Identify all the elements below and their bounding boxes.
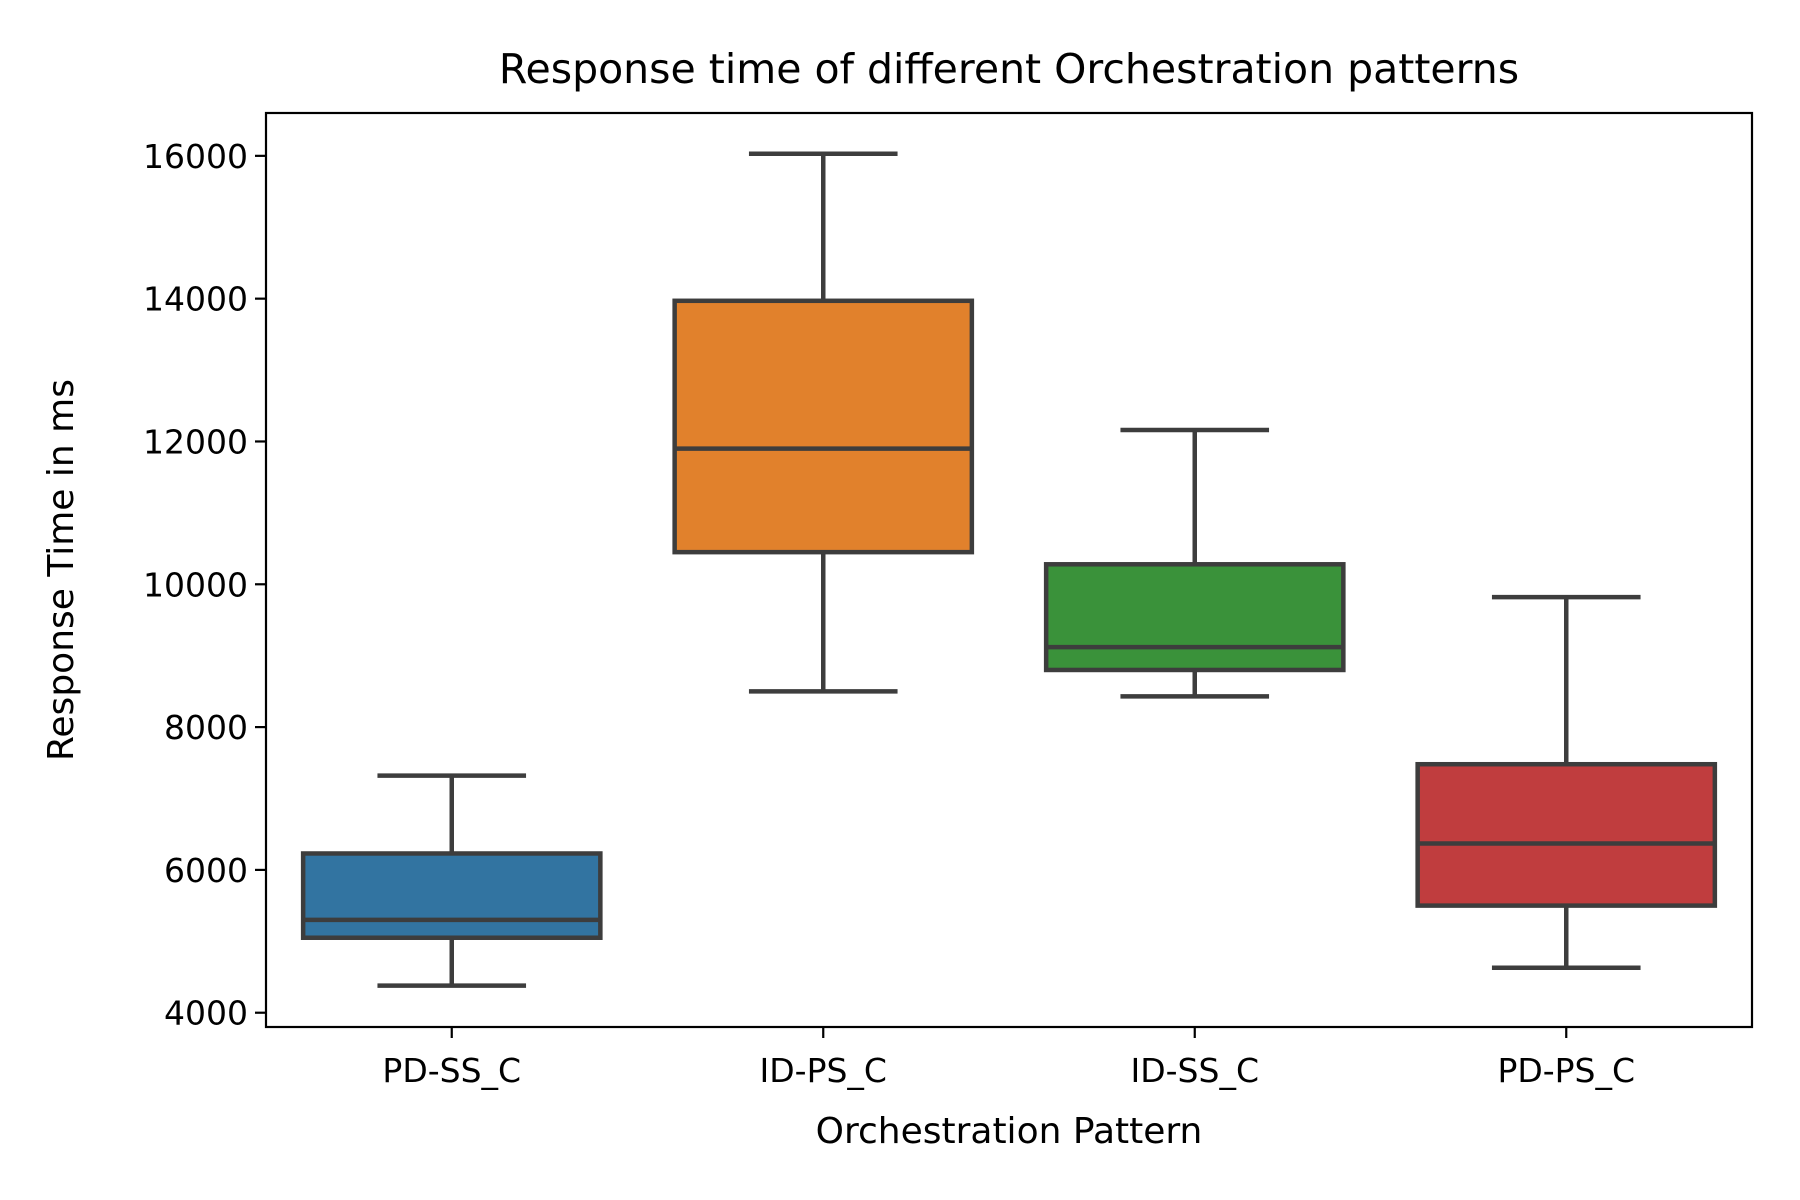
chart-title: Response time of different Orchestration… — [499, 45, 1519, 93]
y-tick-label: 10000 — [143, 565, 248, 604]
iqr-box — [300, 851, 603, 940]
y-tick-label: 8000 — [164, 708, 248, 747]
y-axis-label: Response Time in ms — [41, 379, 82, 761]
plot-frame — [264, 111, 1754, 1029]
iqr-box — [1415, 761, 1718, 908]
y-tick-label: 6000 — [164, 851, 248, 890]
x-tick-label: ID-SS_C — [1131, 1051, 1260, 1090]
x-axis: PD-SS_C ID-PS_C ID-SS_C PD-PS_C — [382, 1027, 1635, 1090]
x-tick-label: PD-SS_C — [382, 1051, 521, 1090]
x-tick-label: PD-PS_C — [1497, 1051, 1635, 1090]
box-ID-SS_C — [1043, 427, 1346, 699]
y-tick-label: 16000 — [143, 137, 248, 176]
x-axis-label: Orchestration Pattern — [816, 1111, 1203, 1152]
y-axis: 4000 6000 8000 10000 12000 14000 16000 — [143, 137, 266, 1033]
y-tick-label: 4000 — [164, 994, 248, 1033]
x-tick-label: ID-PS_C — [760, 1051, 887, 1090]
box-PD-PS_C — [1415, 594, 1718, 970]
iqr-box — [1043, 562, 1346, 673]
iqr-box — [672, 298, 975, 555]
y-tick-label: 14000 — [143, 280, 248, 319]
plot-area — [264, 111, 1754, 1029]
box-ID-PS_C — [672, 151, 975, 694]
box-PD-SS_C — [300, 773, 603, 988]
y-tick-label: 12000 — [143, 422, 248, 461]
